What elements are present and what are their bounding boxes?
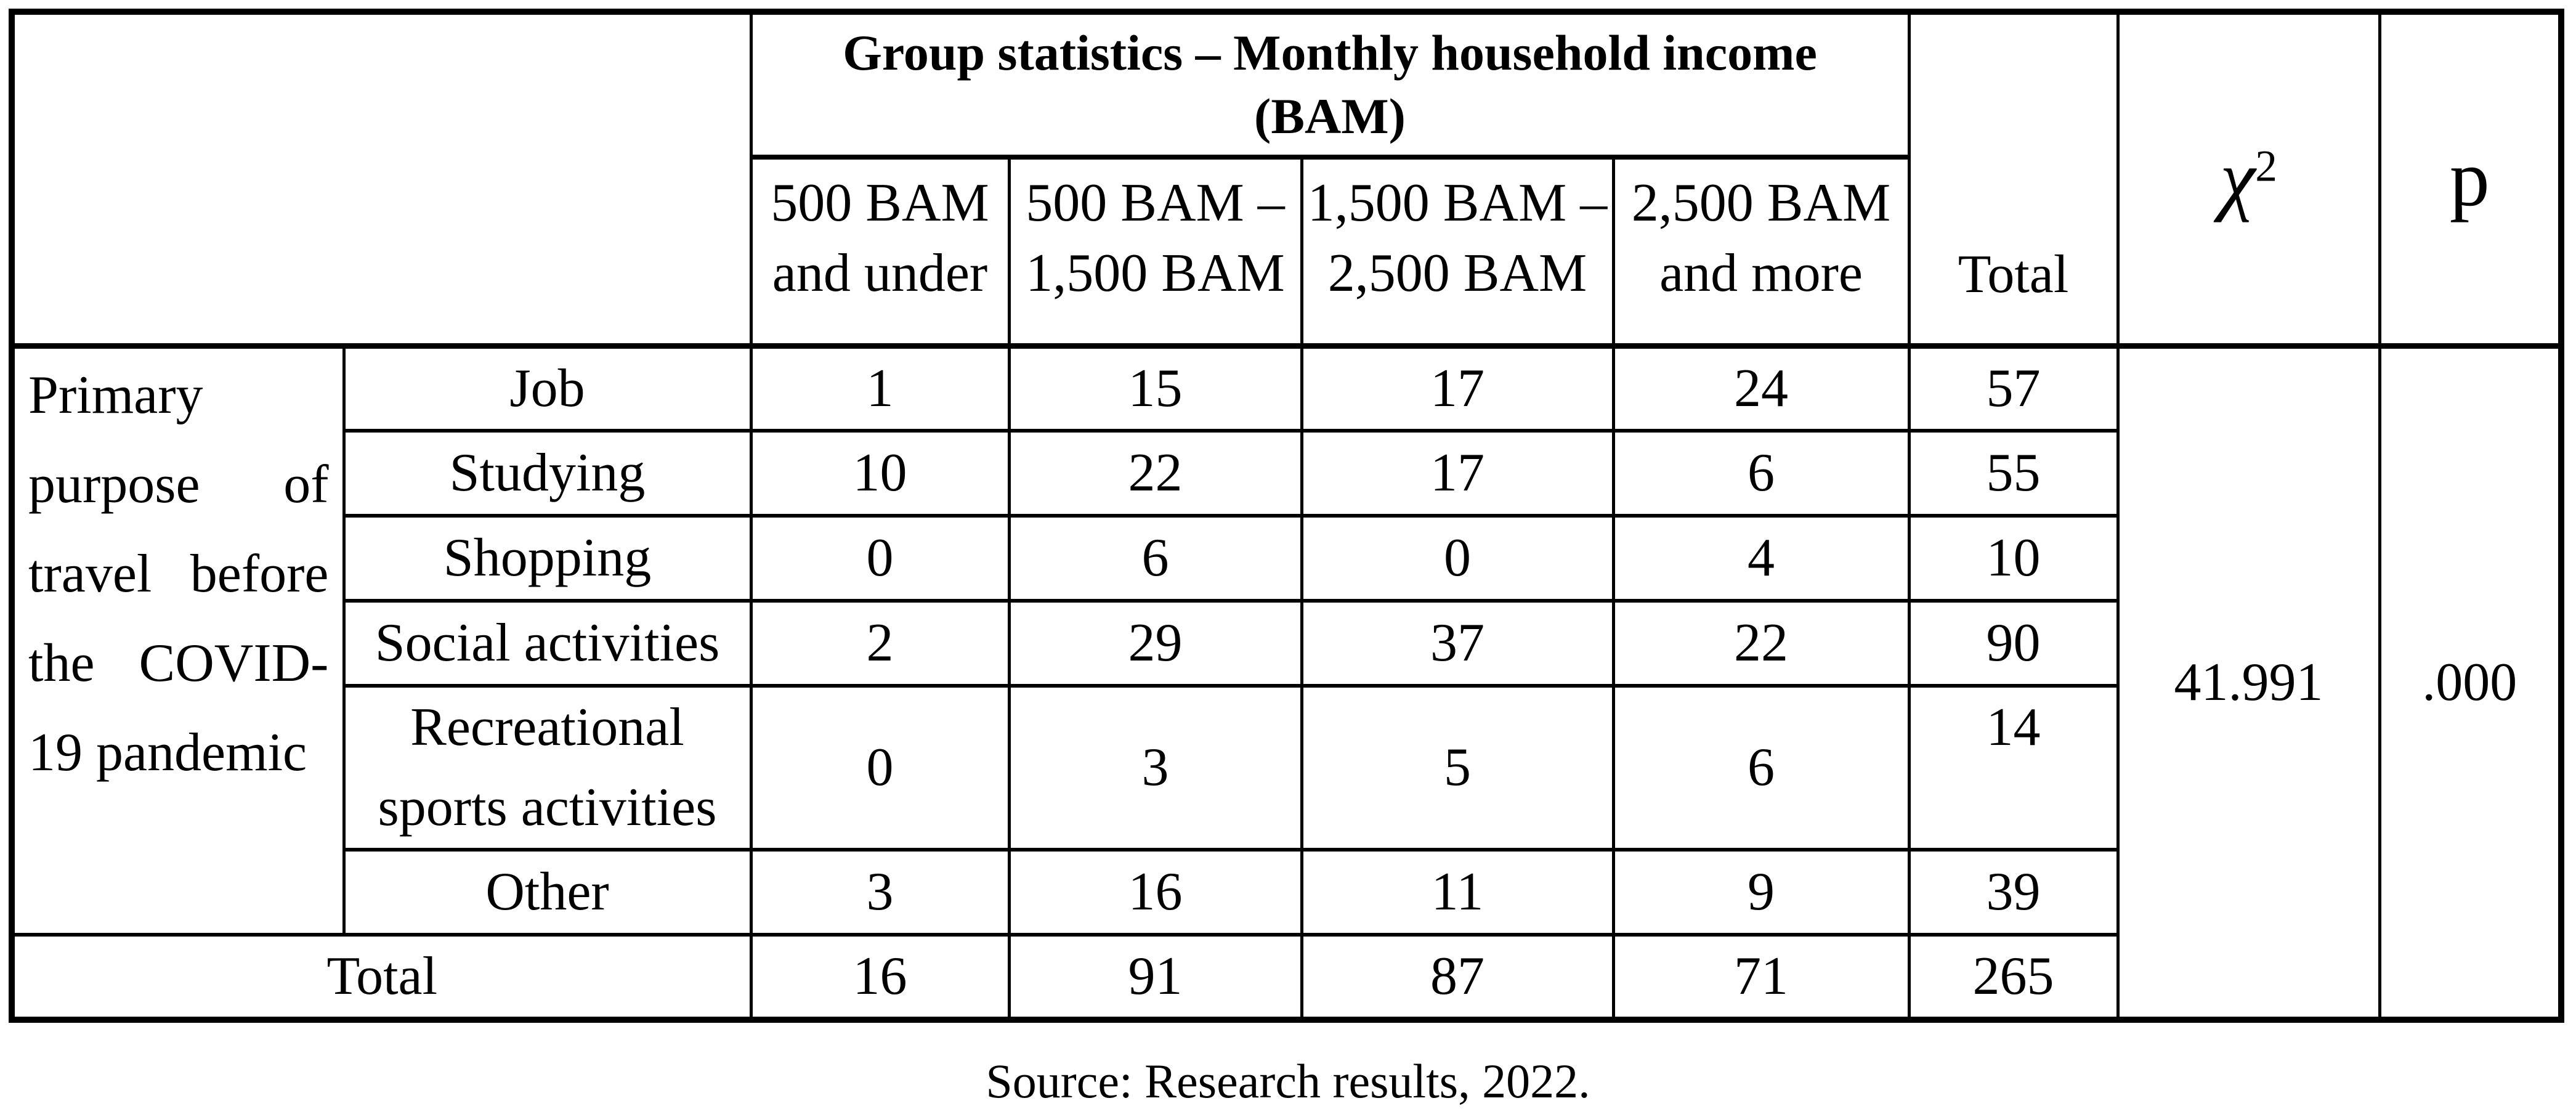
- cell-value: 4: [1611, 514, 1911, 603]
- cell-total: 55: [1907, 429, 2120, 518]
- row-label-social-activities: Social activities: [342, 599, 753, 688]
- purpose-line: travel before: [28, 530, 329, 619]
- p-value: .000: [2378, 344, 2563, 1022]
- purpose-line: 19 pandemic: [28, 709, 329, 798]
- cell-column-total: 87: [1300, 933, 1615, 1022]
- table-row-studying: Studying 10 22 17 6 55: [12, 429, 2561, 518]
- cell-value: 0: [749, 684, 1011, 852]
- row-label-other: Other: [342, 848, 753, 937]
- cell-value: 16: [1007, 848, 1303, 937]
- cell-value: 6: [1611, 684, 1911, 852]
- cell-value: 9: [1611, 848, 1911, 937]
- table-row-other: Other 3 16 11 9 39: [12, 848, 2561, 937]
- table-row-shopping: Shopping 0 6 0 4 10: [12, 514, 2561, 603]
- cell-value: 6: [1611, 429, 1911, 518]
- cell-value: 17: [1300, 429, 1615, 518]
- income-header-1500-2500: 1,500 BAM – 2,500 BAM: [1300, 155, 1615, 349]
- row-label-recreational: Recreational sports activities: [342, 684, 753, 852]
- income-header-line: 1,500 BAM: [1026, 243, 1285, 304]
- purpose-word: COVID-: [139, 633, 329, 694]
- cell-total: 90: [1907, 599, 2120, 688]
- cell-value: 10: [749, 429, 1011, 518]
- income-header-500-1500: 500 BAM – 1,500 BAM: [1007, 155, 1303, 349]
- cell-value: 37: [1300, 599, 1615, 688]
- cell-value: 0: [749, 514, 1011, 603]
- statistics-table: Group statistics – Monthly household inc…: [9, 9, 2564, 1023]
- table-row-recreational: Recreational sports activities 0 3 5 6 1…: [12, 684, 2561, 852]
- income-header-line: and under: [772, 243, 988, 304]
- purpose-word: Primary: [28, 365, 203, 426]
- cell-value: 22: [1007, 429, 1303, 518]
- purpose-word: travel: [28, 544, 152, 604]
- purpose-word: of: [283, 455, 329, 515]
- chi-exponent: 2: [2255, 142, 2277, 191]
- cell-value: 2: [749, 599, 1011, 688]
- cell-total: 10: [1907, 514, 2120, 603]
- cell-value: 3: [1007, 684, 1303, 852]
- table-row-job: Primary purpose of travel before the COVID-…: [10, 344, 2563, 1022]
- cell-total: 14: [1907, 684, 2120, 852]
- purpose-word: purpose: [28, 455, 200, 515]
- header-row-income: 500 BAM and under 500 BAM – 1,500 BAM 1,…: [12, 155, 2561, 349]
- table-row-social-activities: Social activities 2 29 37 22 90: [12, 599, 2561, 688]
- cell-grand-total: 265: [1907, 933, 2120, 1022]
- total-column-header: Total: [1907, 10, 2120, 349]
- purpose-line: purpose of: [28, 441, 329, 530]
- purpose-word: before: [190, 544, 329, 604]
- row-label-line: sports activities: [378, 778, 717, 837]
- header-row-title: Group statistics – Monthly household inc…: [10, 10, 2563, 349]
- income-header-line: 2,500 BAM: [1631, 173, 1891, 233]
- cell-column-total: 71: [1611, 933, 1911, 1022]
- cell-value: 29: [1007, 599, 1303, 688]
- cell-value: 6: [1007, 514, 1303, 603]
- cell-value: 5: [1300, 684, 1615, 852]
- table-title-line2: (BAM): [1254, 87, 1406, 144]
- chi-square-value: 41.991: [2116, 344, 2381, 1022]
- table-row-total: Total 16 91 87 71 265: [10, 933, 2561, 1022]
- p-column-header: p: [2378, 10, 2563, 349]
- row-label-shopping: Shopping: [342, 514, 753, 603]
- table-title: Group statistics – Monthly household inc…: [749, 10, 1911, 160]
- purpose-word: 19 pandemic: [28, 723, 307, 783]
- purpose-line: Primary: [28, 351, 329, 441]
- cell-value: 11: [1300, 848, 1615, 937]
- cell-value: 15: [1007, 344, 1303, 433]
- cell-column-total: 16: [749, 933, 1011, 1022]
- chi-symbol: χ: [2220, 134, 2256, 224]
- cell-value: 22: [1611, 599, 1911, 688]
- income-header-line: 2,500 BAM: [1327, 243, 1587, 304]
- income-header-under-500: 500 BAM and under: [749, 155, 1011, 349]
- income-header-2500-more: 2,500 BAM and more: [1611, 155, 1911, 349]
- cell-total: 57: [1907, 344, 2120, 433]
- cell-value: 24: [1611, 344, 1911, 433]
- cell-total: 39: [1907, 848, 2120, 937]
- table-title-line1: Group statistics – Monthly household inc…: [843, 25, 1817, 81]
- income-header-line: 500 BAM –: [1026, 173, 1285, 233]
- source-caption: Source: Research results, 2022.: [986, 1054, 1590, 1108]
- cell-column-total: 91: [1007, 933, 1303, 1022]
- corner-cell: [10, 10, 753, 349]
- purpose-line: the COVID-: [28, 619, 329, 709]
- row-label-line: Recreational: [410, 697, 684, 757]
- income-header-line: 500 BAM: [771, 173, 989, 233]
- cell-value: 1: [749, 344, 1011, 433]
- cell-value: 0: [1300, 514, 1615, 603]
- row-group-label: Primary purpose of travel before the COVID-…: [10, 344, 346, 937]
- row-label-studying: Studying: [342, 429, 753, 518]
- cell-value: 3: [749, 848, 1011, 937]
- income-header-line: 1,500 BAM –: [1307, 173, 1608, 233]
- total-row-label: Total: [10, 933, 753, 1022]
- income-header-line: and more: [1659, 243, 1863, 304]
- cell-value: 17: [1300, 344, 1615, 433]
- chi-square-column-header: χ2: [2116, 10, 2381, 349]
- purpose-word: the: [28, 633, 95, 694]
- row-label-job: Job: [342, 344, 753, 433]
